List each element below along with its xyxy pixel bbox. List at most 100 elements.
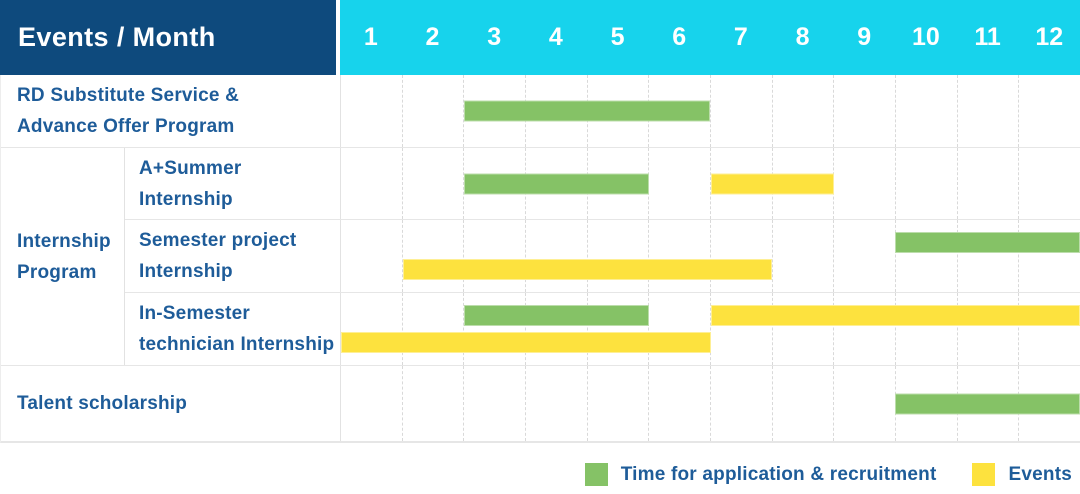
bar-recruitment <box>895 232 1080 253</box>
month-gridline-cell <box>895 293 957 365</box>
month-gridline-cell <box>463 148 525 219</box>
month-gridline-cell <box>341 293 402 365</box>
month-gridline-cell <box>648 366 710 441</box>
label-line: technician Internship <box>139 334 335 355</box>
month-gridline-cell <box>401 75 464 147</box>
label-line: Talent scholarship <box>17 393 188 414</box>
event-row-rd-substitute-row: RD Substitute Service & Advance Offer Pro… <box>1 75 1080 148</box>
month-gridline-cell <box>710 75 772 147</box>
legend-label-events: Events <box>1008 463 1072 485</box>
month-gridline-cell <box>401 148 464 219</box>
month-gridline-cell <box>341 220 402 292</box>
month-gridline-cell <box>771 220 834 292</box>
month-gridline-cell <box>463 75 525 147</box>
label-line: A+Summer <box>139 157 242 179</box>
label-line: In-Semester <box>139 303 250 324</box>
month-gridline-cell <box>710 293 772 365</box>
month-header-8: 8 <box>795 23 810 51</box>
month-gridline-cell <box>525 366 587 441</box>
month-gridline-cell <box>771 366 834 441</box>
month-header-9: 9 <box>857 23 872 51</box>
legend-label-recruitment: Time for application & recruitment <box>620 463 937 485</box>
month-track <box>341 366 1080 441</box>
internship-program-group-rows: A+Summer Internship Semester project Intern… <box>125 148 1080 365</box>
label-line: Internship <box>139 261 233 282</box>
month-gridline-cell <box>956 148 1019 219</box>
bar-events <box>341 332 711 353</box>
month-header-row: 1 2 3 4 5 6 7 8 9 10 11 12 <box>340 0 1080 75</box>
month-gridline-cell <box>586 366 649 441</box>
month-header-6: 6 <box>672 23 687 51</box>
event-row-a-plus-summer-internship-row: A+Summer Internship <box>125 148 1080 220</box>
month-gridline-cell <box>895 220 957 292</box>
month-gridline-cell <box>1018 75 1080 147</box>
event-row-in-semester-technician-internship-row: In-Semester technician Internship <box>125 293 1080 365</box>
month-gridline-cell <box>833 148 895 219</box>
month-gridline-cell <box>525 293 587 365</box>
event-row-talent-scholarship-row: Talent scholarship <box>1 366 1080 442</box>
header-row: Events / Month 1 2 3 4 5 6 7 8 9 10 11 12 <box>0 0 1080 75</box>
month-gridline-cell <box>586 293 649 365</box>
month-header-11: 11 <box>974 23 1001 51</box>
legend-swatch-events <box>972 463 996 486</box>
label-line: Internship <box>17 230 111 252</box>
month-track <box>341 75 1080 147</box>
month-track <box>341 220 1080 292</box>
month-header-3: 3 <box>487 23 502 51</box>
bar-events <box>710 305 1080 326</box>
month-gridline-cell <box>1018 220 1080 292</box>
month-header-10: 10 <box>911 23 940 51</box>
internship-program-group: Internship Program A+Summer Internship Semes… <box>1 148 1080 366</box>
month-gridline-cell <box>833 220 895 292</box>
month-gridline-cell <box>341 75 402 147</box>
month-gridline-cell <box>463 366 525 441</box>
bar-events <box>710 173 834 194</box>
event-label-semester-project-internship-row: Semester project Internship <box>125 220 341 292</box>
label-line: RD Substitute Service & <box>17 85 240 106</box>
bar-recruitment <box>895 393 1080 414</box>
label-line: Advance Offer Program <box>17 116 235 137</box>
month-header-7: 7 <box>733 23 748 51</box>
month-gridline-cell <box>401 293 464 365</box>
label-line: Internship <box>139 188 233 210</box>
month-gridline-cell <box>895 75 957 147</box>
bar-recruitment <box>464 305 649 326</box>
month-gridline-cell <box>771 293 834 365</box>
events-month-header-cell: Events / Month <box>0 0 340 75</box>
month-gridline-cell <box>648 220 710 292</box>
event-label-a-plus-summer-internship-row: A+Summer Internship <box>125 148 341 219</box>
month-gridline-cell <box>771 75 834 147</box>
month-gridline-cell <box>648 148 710 219</box>
label-line: Program <box>17 261 97 283</box>
legend-item-events: Events <box>972 463 1072 486</box>
month-header-2: 2 <box>425 23 440 51</box>
month-gridline-cell <box>1018 148 1080 219</box>
month-gridline-cell <box>463 293 525 365</box>
month-header-5: 5 <box>610 23 625 51</box>
month-gridline-cell <box>1018 293 1080 365</box>
group-label-internship-program-group: Internship Program <box>1 148 125 365</box>
month-gridline-cell <box>956 75 1019 147</box>
schedule-grid: RD Substitute Service & Advance Offer Pro… <box>0 75 1080 443</box>
event-label-in-semester-technician-internship-row: In-Semester technician Internship <box>125 293 341 365</box>
month-gridline-cell <box>463 220 525 292</box>
month-gridline-cell <box>401 220 464 292</box>
legend: Time for application & recruitment Events <box>0 463 1080 486</box>
label-line: Semester project <box>139 230 297 251</box>
month-gridline-cell <box>956 293 1019 365</box>
month-gridline-cell <box>710 220 772 292</box>
month-gridline-cell <box>586 220 649 292</box>
event-label-rd-substitute-row: RD Substitute Service & Advance Offer Pro… <box>1 75 341 147</box>
month-gridline-cell <box>833 366 895 441</box>
month-gridline-cell <box>525 220 587 292</box>
event-row-semester-project-internship-row: Semester project Internship <box>125 220 1080 293</box>
legend-item-recruitment: Time for application & recruitment <box>584 463 937 486</box>
month-gridline-cell <box>341 366 402 441</box>
month-gridline-cell <box>710 366 772 441</box>
event-label-talent-scholarship-row: Talent scholarship <box>1 366 341 441</box>
month-track <box>341 293 1080 365</box>
month-track <box>341 148 1080 219</box>
month-gridline-cell <box>341 148 402 219</box>
month-gridline-cell <box>833 293 895 365</box>
